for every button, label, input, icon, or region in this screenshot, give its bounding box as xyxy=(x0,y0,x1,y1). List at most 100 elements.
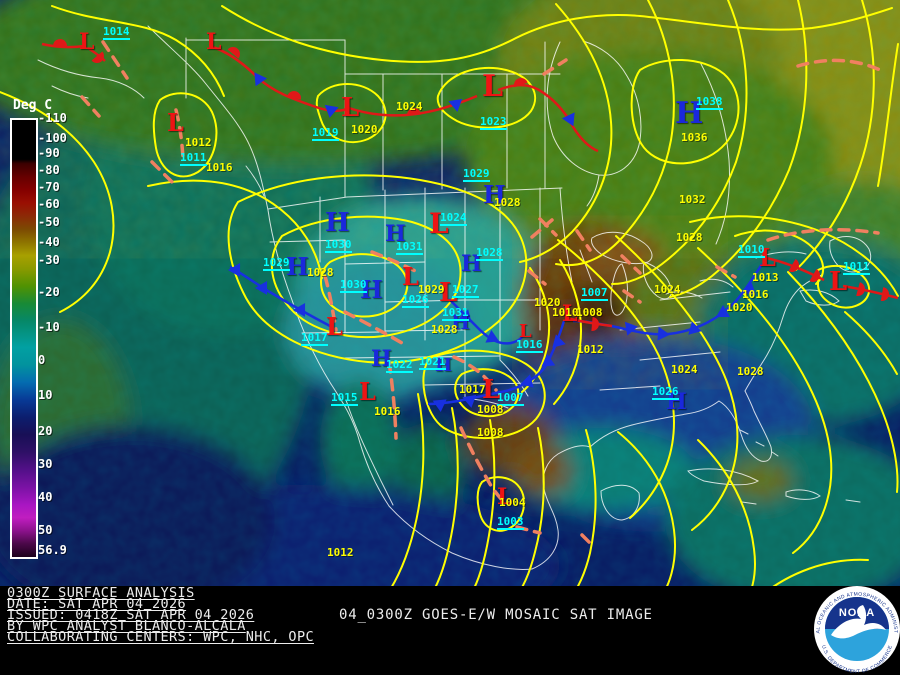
scale-tick-label: -30 xyxy=(38,253,60,267)
scale-tick-label: -20 xyxy=(38,285,60,299)
scale-tick-label: 20 xyxy=(38,424,53,438)
scale-tick-label: -90 xyxy=(38,146,60,160)
pressure-label: 1031 xyxy=(396,240,423,255)
pressure-label: 1012 xyxy=(185,136,212,149)
pressure-system-symbol: H xyxy=(385,221,406,247)
pressure-system-symbol: H xyxy=(360,275,383,304)
pressure-label: 1011 xyxy=(843,260,870,275)
pressure-label: 1027 xyxy=(452,283,479,298)
pressure-label: 1028 xyxy=(431,323,458,336)
analysis-line: COLLABORATING CENTERS: WPC, NHC, OPC xyxy=(7,629,314,645)
pressure-label: 1016 xyxy=(206,161,233,174)
pressure-system-symbol: L xyxy=(829,267,848,297)
scale-tick-label: -70 xyxy=(38,180,60,194)
seagull-icon xyxy=(831,605,886,639)
pressure-system-symbol: L xyxy=(482,69,504,104)
pressure-system-symbol: L xyxy=(402,262,419,291)
scale-tick-label: 50 xyxy=(38,523,53,537)
scale-tick-label: -100 xyxy=(38,131,67,145)
pressure-system-symbol: L xyxy=(519,321,532,342)
front-lines xyxy=(41,39,899,412)
warm-front-pips xyxy=(53,39,528,116)
pressure-label: 1010 xyxy=(552,306,579,319)
pressure-label: 1016 xyxy=(516,338,543,353)
pressure-system-symbol: L xyxy=(206,29,222,55)
pressure-system-symbol: L xyxy=(439,278,458,308)
pressure-system-symbol: L xyxy=(341,93,360,123)
analysis-line: BY WPC ANALYST BLANCO-ALCALA xyxy=(7,618,246,634)
pressure-label: 1014 xyxy=(103,25,130,40)
pressure-label: 1004 xyxy=(499,496,526,509)
pressure-system-symbol: L xyxy=(759,243,776,272)
pressure-system-symbol: L xyxy=(562,301,578,327)
pressure-label: 1028 xyxy=(676,231,703,244)
pressure-label: 1030 xyxy=(325,238,352,253)
pressure-system-symbol: H xyxy=(483,180,506,209)
pressure-label: 1015 xyxy=(331,391,358,406)
scale-tick-label: 40 xyxy=(38,490,53,504)
pressure-system-symbol: H xyxy=(286,252,309,281)
pressure-label: 1008 xyxy=(576,306,603,319)
scale-tick-label: -110 xyxy=(38,111,67,125)
scale-tick-label: 0 xyxy=(38,353,46,367)
analysis-line: ISSUED: 0418Z SAT APR 04 2026 xyxy=(7,607,255,623)
scale-tick-label: -50 xyxy=(38,215,60,229)
pressure-label: 1019 xyxy=(312,126,339,141)
pressure-system-symbol: H xyxy=(666,389,687,415)
pressure-label: 1013 xyxy=(752,271,779,284)
pressure-label: 1038 xyxy=(696,95,723,110)
pressure-label: 1017 xyxy=(459,383,486,396)
pressure-label: 1020 xyxy=(534,296,561,309)
pressure-label: 1007 xyxy=(497,391,524,406)
pressure-system-symbol: L xyxy=(79,29,95,55)
pressure-label: 1024 xyxy=(671,363,698,376)
pressure-label: 1031 xyxy=(442,306,469,321)
mosaic-caption: 04_0300Z GOES-E/W MOSAIC SAT IMAGE xyxy=(339,607,653,623)
pressure-system-symbol: H xyxy=(461,251,482,277)
pressure-label: 1024 xyxy=(396,100,423,113)
pressure-label: 1028 xyxy=(307,266,334,279)
analysis-text-block: 0300Z SURFACE ANALYSIS DATE: SAT APR 04 2… xyxy=(7,585,314,645)
pressure-system-symbol: H xyxy=(371,346,392,372)
scale-tick-label: 10 xyxy=(38,388,53,402)
scale-tick-label: -80 xyxy=(38,163,60,177)
pressure-label: 1016 xyxy=(374,405,401,418)
pressure-label: 1020 xyxy=(726,301,753,314)
pressure-label: 1010 xyxy=(738,243,765,258)
pressure-label: 1012 xyxy=(327,546,354,559)
pressure-label: 1024 xyxy=(440,211,467,226)
pressure-label: 1028 xyxy=(494,196,521,209)
pressure-label: 1024 xyxy=(654,283,681,296)
pressure-label: 1029 xyxy=(263,256,290,271)
coastlines-borders xyxy=(37,25,872,570)
color-scale-title: Deg C xyxy=(13,98,53,113)
pressure-label: 1020 xyxy=(351,123,378,136)
pressure-label: 1026 xyxy=(402,293,429,308)
scale-tick-label: -10 xyxy=(38,320,60,334)
pressure-label: 1016 xyxy=(742,288,769,301)
pressure-label: 1022 xyxy=(386,358,413,373)
pressure-label: 1021 xyxy=(419,355,446,370)
footer-bar: 0300Z SURFACE ANALYSIS DATE: SAT APR 04 2… xyxy=(0,586,900,675)
pressure-label: 1011 xyxy=(180,151,207,166)
pressure-label: 1032 xyxy=(679,193,706,206)
pressure-system-symbol: L xyxy=(482,375,501,405)
color-scale-bar xyxy=(10,118,38,559)
analysis-line: 0300Z SURFACE ANALYSIS xyxy=(7,585,195,601)
pressure-label: 1026 xyxy=(652,385,679,400)
pressure-label: 1007 xyxy=(581,286,608,301)
scale-tick-label: -40 xyxy=(38,235,60,249)
pressure-label: 1017 xyxy=(301,331,328,346)
pressure-label: 1028 xyxy=(737,365,764,378)
analysis-line: DATE: SAT APR 04 2026 xyxy=(7,596,187,612)
pressure-label: 1008 xyxy=(477,403,504,416)
pressure-system-symbol: H xyxy=(675,96,704,131)
pressure-system-symbol: H xyxy=(435,355,453,376)
logo-noaa-text: NOAA xyxy=(839,607,875,619)
scale-tick-label: -60 xyxy=(38,197,60,211)
pressure-label: 1036 xyxy=(681,131,708,144)
isobars xyxy=(0,0,900,613)
cold-front-pips-stationary xyxy=(254,72,575,127)
